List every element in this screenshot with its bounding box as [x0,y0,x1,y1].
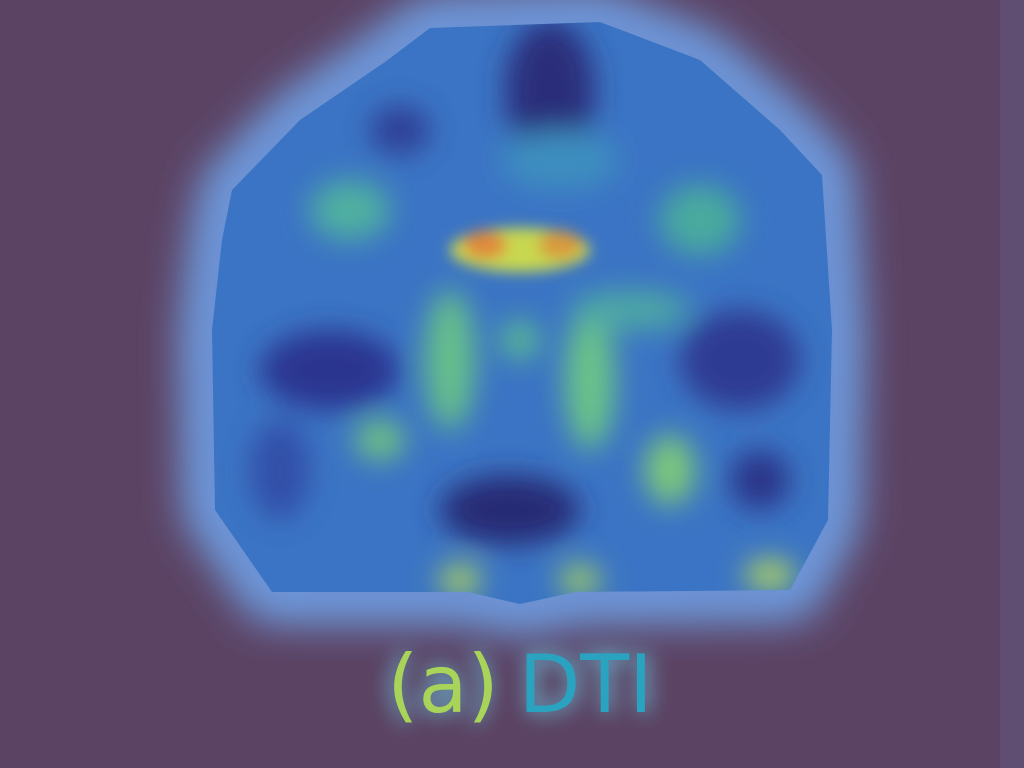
caption-text: (a) DTI [387,638,653,731]
caption-label: (a) [387,638,498,731]
caption: (a) DTI (a) DTI [385,638,656,731]
caption-body: DTI [519,638,653,731]
caption-glow: (a) DTI [385,638,656,731]
right-edge [1000,0,1024,768]
brain-heatmap [212,22,832,604]
